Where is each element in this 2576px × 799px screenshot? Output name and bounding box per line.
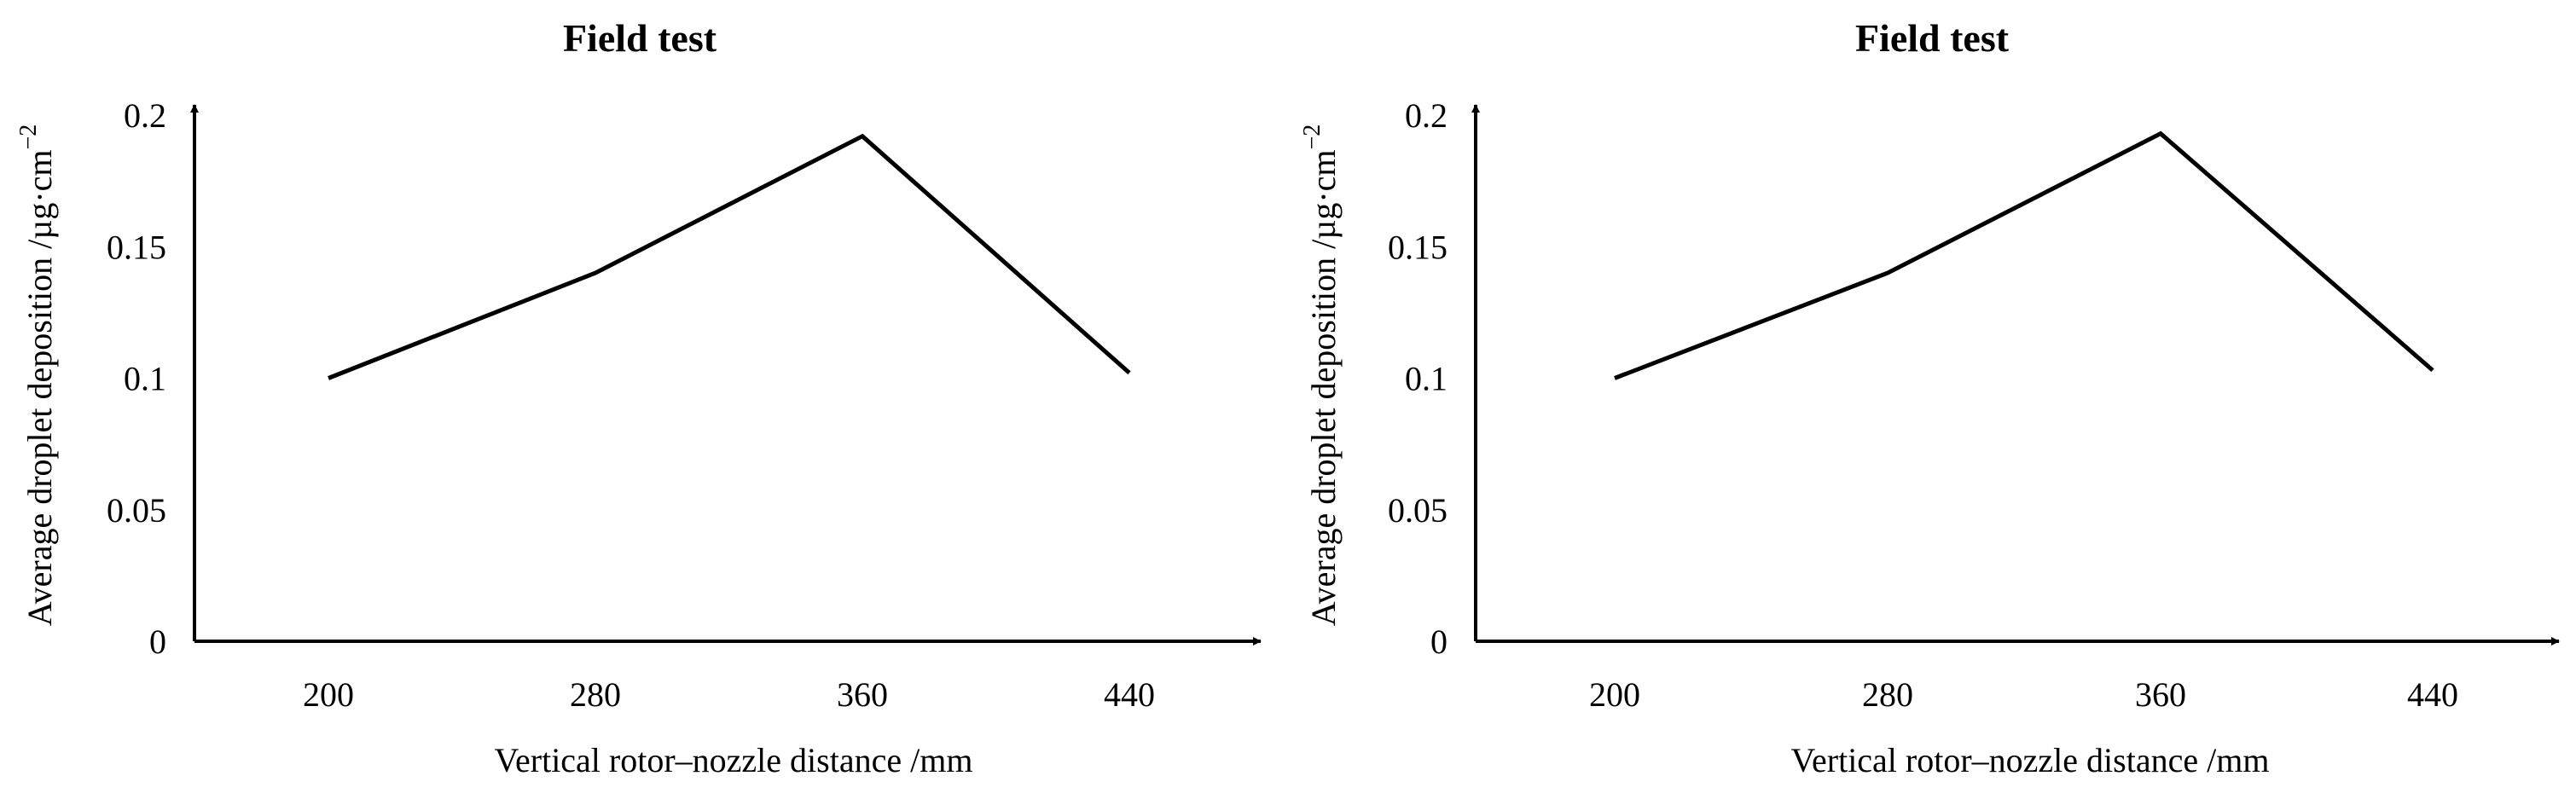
chart-left: Field test Average droplet deposition /µ…	[15, 16, 1262, 779]
y-tick-label: 0.15	[1388, 228, 1448, 266]
y-tick-labels: 0 0.05 0.1 0.15 0.2	[107, 96, 166, 661]
x-axis-label: Vertical rotor–nozzle distance /mm	[1791, 741, 2270, 779]
y-axis-label-superscript: −2	[1299, 124, 1326, 150]
y-tick-label: 0.2	[1405, 96, 1448, 135]
series-line	[1614, 130, 2434, 380]
chart-title: Field test	[563, 16, 717, 60]
y-axis-label-superscript: −2	[15, 124, 42, 150]
x-tick-label: 280	[1862, 675, 1913, 714]
x-tick-label: 200	[303, 675, 354, 714]
series-line	[328, 133, 1131, 380]
y-axis-label: Average droplet deposition /µg·cm−2	[1299, 124, 1343, 627]
chart-right: Field test Average droplet deposition /µ…	[1299, 16, 2560, 779]
x-tick-label: 280	[570, 675, 621, 714]
y-axis-label-main: Average droplet deposition /µg·cm	[1304, 149, 1343, 626]
x-axis-label: Vertical rotor–nozzle distance /mm	[495, 741, 973, 779]
y-axis-label-main: Average droplet deposition /µg·cm	[20, 149, 59, 626]
series-group	[328, 133, 1131, 380]
series-group	[1614, 130, 2434, 380]
y-tick-labels: 0 0.05 0.1 0.15 0.2	[1388, 96, 1448, 661]
y-axis-label: Average droplet deposition /µg·cm−2	[15, 124, 59, 627]
y-tick-label: 0.05	[107, 491, 166, 530]
y-tick-label: 0.2	[124, 96, 166, 135]
x-tick-labels: 200 280 360 440	[303, 675, 1155, 714]
x-tick-label: 360	[837, 675, 888, 714]
axes	[190, 104, 1262, 646]
y-tick-label: 0.15	[107, 228, 166, 266]
x-tick-labels: 200 280 360 440	[1589, 675, 2458, 714]
y-tick-label: 0.1	[124, 360, 166, 398]
y-tick-label: 0	[1430, 622, 1448, 661]
x-tick-label: 440	[2407, 675, 2458, 714]
y-tick-label: 0.05	[1388, 491, 1448, 530]
y-tick-label: 0.1	[1405, 360, 1448, 398]
x-tick-label: 200	[1589, 675, 1640, 714]
x-tick-label: 360	[2135, 675, 2186, 714]
y-tick-label: 0	[149, 622, 166, 661]
x-tick-label: 440	[1104, 675, 1155, 714]
chart-title: Field test	[1855, 16, 2010, 60]
axes	[1471, 104, 2560, 646]
